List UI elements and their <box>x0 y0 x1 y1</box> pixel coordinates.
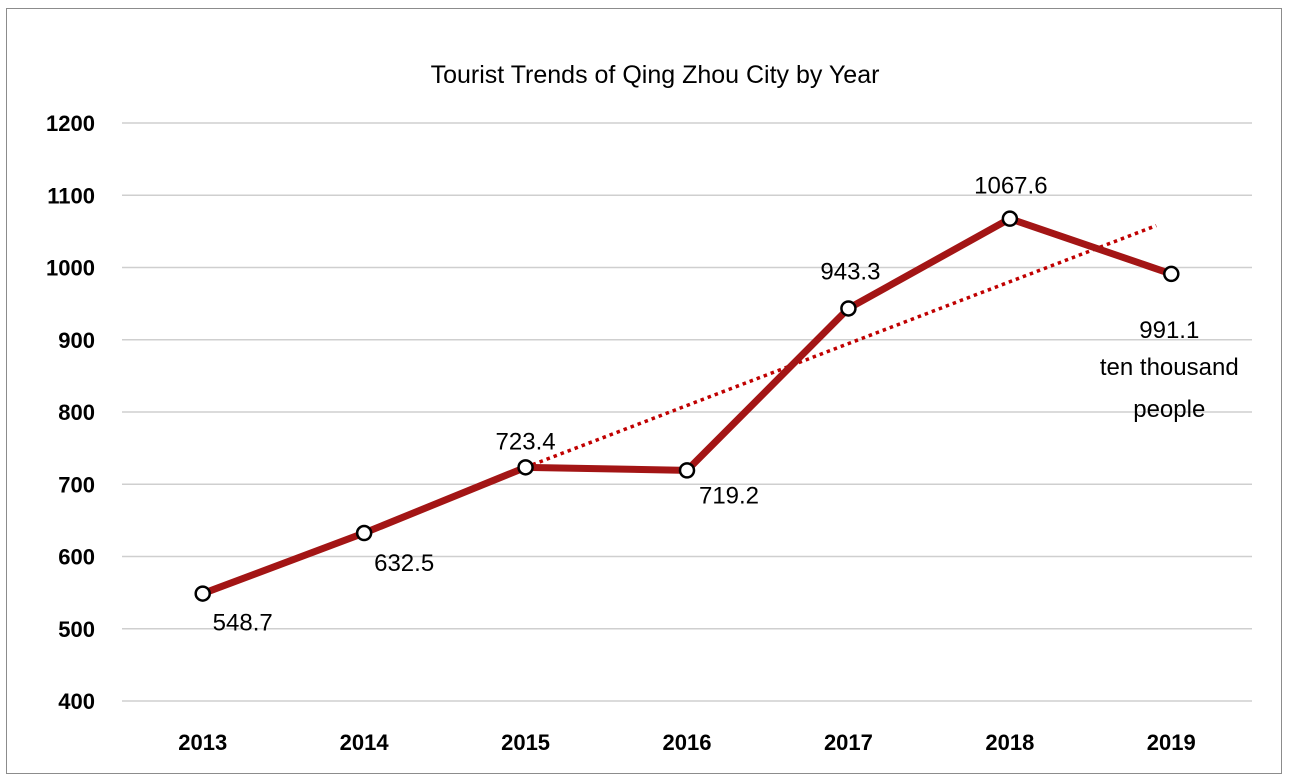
chart-frame <box>6 8 1282 774</box>
y-tick-labels: 400 500 600 700 800 900 1000 1100 1200 <box>46 111 95 714</box>
data-label-2017: 943.3 <box>820 258 880 285</box>
unit-label-line: ten thousand <box>1100 354 1239 381</box>
x-tick-label: 2016 <box>663 730 712 755</box>
y-tick-label: 900 <box>58 328 95 353</box>
data-label-2015: 723.4 <box>496 428 556 455</box>
data-point-2013 <box>194 585 211 602</box>
data-label-2018: 1067.6 <box>974 173 1047 200</box>
data-point-2019 <box>1163 265 1180 283</box>
x-tick-label: 2017 <box>824 730 873 755</box>
unit-label-line: people <box>1133 396 1205 423</box>
data-point-2014 <box>355 524 373 542</box>
data-points <box>194 210 1180 602</box>
x-tick-label: 2013 <box>178 730 227 755</box>
data-label-2013: 548.7 <box>213 610 273 637</box>
chart-title: Tourist Trends of Qing Zhou City by Year <box>431 61 880 89</box>
data-label-2019: 991.1 <box>1139 317 1199 344</box>
y-tick-label: 600 <box>58 545 95 570</box>
y-tick-label: 500 <box>58 617 95 642</box>
y-tick-label: 1200 <box>46 111 95 136</box>
y-tick-label: 1000 <box>46 256 95 281</box>
trendline-dotted <box>524 223 1157 469</box>
y-tick-label: 400 <box>58 689 95 714</box>
y-tick-label: 800 <box>58 400 95 425</box>
data-point-2018 <box>1001 210 1019 227</box>
gridlines <box>122 122 1252 702</box>
data-point-2015 <box>517 459 534 476</box>
x-tick-label: 2015 <box>501 730 550 755</box>
data-point-2017 <box>840 300 857 317</box>
x-tick-label: 2019 <box>1147 730 1196 755</box>
x-tick-labels: 2013 2014 2015 2016 2017 2018 2019 <box>178 730 1196 755</box>
data-label-2016: 719.2 <box>699 482 759 509</box>
x-tick-label: 2018 <box>985 730 1034 755</box>
data-point-2016 <box>678 462 696 479</box>
data-labels: 548.7 632.5 723.4 719.2 943.3 1067.6 991.1 ten … <box>213 173 1239 637</box>
trendline <box>524 223 1157 469</box>
y-tick-label: 700 <box>58 472 95 497</box>
y-tick-label: 1100 <box>47 183 95 208</box>
data-label-2014: 632.5 <box>374 550 434 577</box>
x-tick-label: 2014 <box>340 730 390 755</box>
